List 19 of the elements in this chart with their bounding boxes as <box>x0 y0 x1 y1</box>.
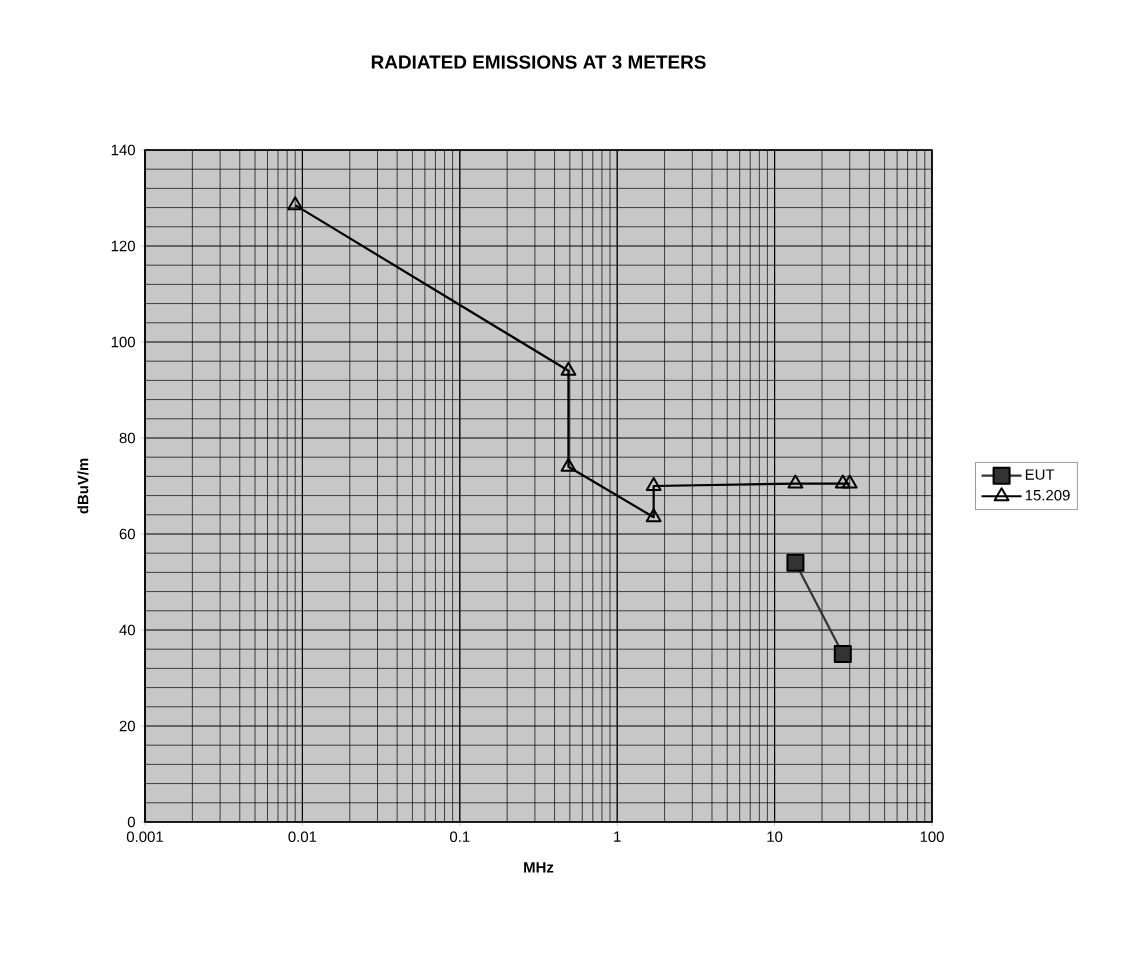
y-tick-label: 140 <box>111 144 135 156</box>
x-axis-title: MHz <box>524 862 554 873</box>
y-axis-title: dBuV/m <box>77 458 89 514</box>
y-tick-label: 20 <box>119 720 135 732</box>
x-tick-label: 10 <box>767 831 783 842</box>
legend-label: 15.209 <box>1025 489 1070 501</box>
y-tick-label: 80 <box>119 432 135 444</box>
legend-label: EUT <box>1025 469 1055 480</box>
x-tick-label: 0.001 <box>126 831 163 842</box>
y-tick-label: 60 <box>119 528 135 540</box>
y-tick-label: 0 <box>127 816 135 828</box>
x-tick-label: 0.01 <box>288 831 317 842</box>
y-tick-label: 100 <box>111 336 135 348</box>
y-tick-label: 120 <box>111 240 135 252</box>
x-tick-label: 100 <box>920 831 944 842</box>
x-tick-label: 1 <box>614 831 621 842</box>
chart-title: RADIATED EMISSIONS AT 3 METERS <box>371 55 706 69</box>
y-tick-label: 40 <box>119 624 135 636</box>
x-tick-label: 0.1 <box>449 831 470 842</box>
